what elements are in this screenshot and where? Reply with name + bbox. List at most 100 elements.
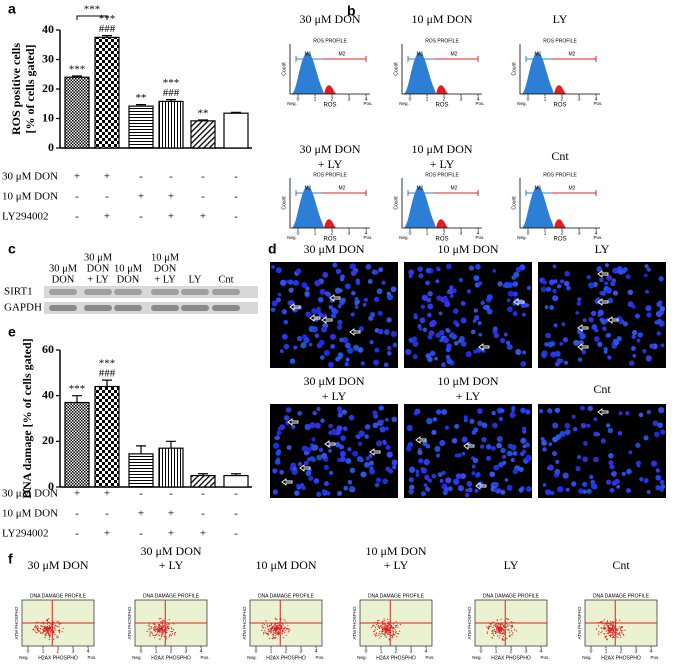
- event-dot: [168, 627, 170, 629]
- event-dot: [615, 619, 617, 621]
- nucleus: [301, 282, 308, 288]
- nucleus: [385, 466, 391, 472]
- arrow: [597, 270, 609, 278]
- nucleus: [473, 314, 480, 321]
- panel-letter: d: [268, 241, 277, 257]
- nucleus: [449, 285, 454, 290]
- event-dot: [47, 628, 49, 630]
- event-dot: [162, 631, 164, 633]
- event-dot: [605, 630, 607, 632]
- event-dot: [170, 634, 173, 637]
- event-dot: [57, 621, 60, 623]
- nucleus: [283, 415, 290, 421]
- nucleus: [277, 292, 282, 297]
- nucleus: [318, 312, 323, 318]
- treatment-mark: -: [105, 191, 109, 203]
- nucleus: [350, 270, 357, 276]
- nucleus: [316, 406, 321, 412]
- y-axis-label: ATM PHOSPHO: [467, 606, 472, 639]
- x-tick-label: 0: [590, 648, 593, 654]
- bar-chart: 0 20 40 60 DNA damage [% of cells gated] *** *…: [2, 338, 252, 540]
- error-bar: [102, 35, 112, 38]
- gate-m1: [407, 190, 434, 196]
- event-dot: [52, 623, 54, 625]
- sample-label: Cnt: [551, 149, 569, 163]
- nucleus: [607, 355, 612, 360]
- event-dot: [161, 634, 163, 636]
- event-dot: [264, 630, 266, 632]
- nucleus: [650, 460, 658, 467]
- event-dot: [61, 631, 63, 633]
- event-dot: [395, 631, 397, 633]
- y-axis-label: Count: [281, 62, 287, 76]
- nucleus: [295, 268, 302, 274]
- event-dot: [391, 630, 393, 632]
- event-dot: [616, 629, 619, 632]
- event-dot: [508, 624, 510, 626]
- axis-end: Pos.: [87, 655, 96, 660]
- nucleus: [421, 294, 428, 301]
- event-dot: [619, 631, 621, 634]
- treatment-mark: +: [74, 488, 80, 500]
- nucleus: [607, 427, 613, 434]
- nucleus: [492, 268, 497, 273]
- nucleus: [658, 276, 664, 282]
- x-axis-label: H2AX PHOSPHO: [151, 655, 191, 661]
- nucleus: [368, 453, 373, 458]
- x-axis-label: H2AX PHOSPHO: [376, 655, 416, 661]
- treatment-mark: -: [234, 211, 238, 223]
- lane-label: + LY: [87, 274, 109, 285]
- event-dot: [156, 627, 159, 630]
- nucleus: [364, 424, 371, 430]
- gate-m1: [295, 56, 322, 62]
- nucleus: [521, 426, 527, 432]
- panel-letter: f: [8, 551, 13, 567]
- nucleus: [639, 477, 644, 482]
- ros-histogram: Cnt ROS PROFILE M1 M2 Count 0 1 2 3 4 Neg. Pos. ROS: [511, 149, 602, 243]
- x-tick-label: 1: [605, 648, 608, 654]
- event-dot: [265, 632, 268, 635]
- nucleus: [465, 351, 472, 358]
- nucleus: [314, 280, 321, 287]
- event-dot: [46, 625, 48, 627]
- event-dot: [147, 625, 149, 627]
- nucleus: [426, 297, 432, 303]
- x-tick-label: 0: [255, 648, 258, 654]
- nucleus: [386, 451, 393, 458]
- event-dot: [620, 630, 622, 632]
- x-tick-label: 3: [72, 648, 75, 654]
- nucleus: [486, 455, 492, 461]
- nucleus: [601, 290, 606, 296]
- event-dot: [388, 629, 390, 632]
- plot-title: DNA DAMAGE PROFILE: [368, 593, 425, 599]
- event-dot: [171, 633, 173, 635]
- axis-end: Neg.: [517, 235, 527, 240]
- nucleus: [324, 481, 329, 487]
- x-tick-label: 2: [331, 96, 334, 102]
- nucleus: [503, 281, 511, 289]
- histogram-red: [436, 85, 448, 94]
- event-dot: [162, 621, 164, 623]
- event-dot: [375, 624, 378, 626]
- event-dot: [159, 628, 161, 630]
- event-dot: [274, 628, 276, 630]
- event-dot: [492, 631, 494, 633]
- event-dot: [604, 636, 606, 638]
- histogram-red: [554, 219, 566, 228]
- nucleus: [372, 422, 379, 429]
- event-dot: [396, 633, 398, 635]
- event-dot: [496, 626, 498, 628]
- nucleus: [275, 297, 282, 303]
- panel-letter: c: [8, 241, 16, 257]
- nucleus: [384, 417, 389, 422]
- nucleus: [547, 464, 554, 471]
- nucleus: [354, 296, 359, 301]
- nucleus: [587, 405, 593, 412]
- x-axis-label: ROS: [435, 103, 448, 109]
- event-dot: [54, 634, 56, 636]
- nucleus: [579, 332, 586, 340]
- sample-label: 30 μM DON: [303, 374, 364, 388]
- arrow: [369, 448, 381, 456]
- nucleus: [588, 317, 594, 323]
- y-axis-label: Count: [511, 62, 517, 76]
